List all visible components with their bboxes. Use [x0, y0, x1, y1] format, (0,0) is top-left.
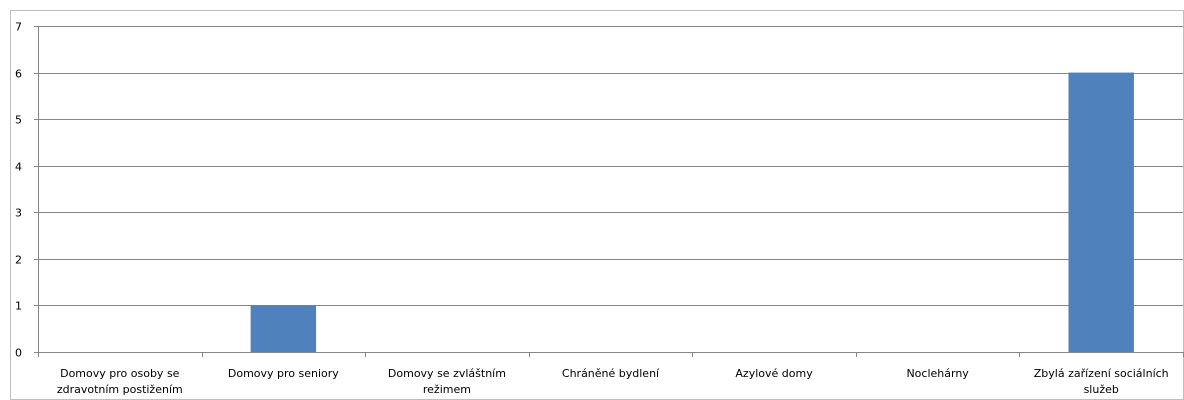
y-tick-label: 0 [15, 347, 22, 360]
x-category-label: Chráněné bydlení [562, 367, 660, 380]
y-tick-label: 2 [15, 254, 22, 267]
bars [250, 72, 1134, 353]
x-category-label: Noclehárny [906, 367, 969, 380]
x-category-label: Zbylá zařízení sociálních služeb [1034, 367, 1169, 396]
bar [1068, 72, 1134, 353]
y-tick-label: 6 [15, 68, 22, 81]
y-tick-label: 1 [15, 300, 22, 313]
x-category-label: Domovy se zvláštním režimem [388, 367, 506, 396]
x-axis-labels: Domovy pro osoby se zdravotním postižením… [57, 367, 1169, 396]
y-tick-label: 3 [15, 207, 22, 220]
axes [38, 26, 1184, 357]
y-axis-ticks: 0 1 2 3 4 5 6 7 [15, 21, 38, 360]
y-tick-label: 4 [15, 161, 22, 174]
y-tick-label: 7 [15, 21, 22, 34]
gridlines [38, 26, 1183, 306]
x-category-label: Domovy pro osoby se zdravotním postižením [57, 367, 183, 396]
chart-border [10, 10, 1184, 400]
x-category-label: Azylové domy [735, 367, 813, 380]
y-tick-label: 5 [15, 114, 22, 127]
x-category-label: Domovy pro seniory [228, 367, 339, 380]
bar [250, 305, 317, 352]
